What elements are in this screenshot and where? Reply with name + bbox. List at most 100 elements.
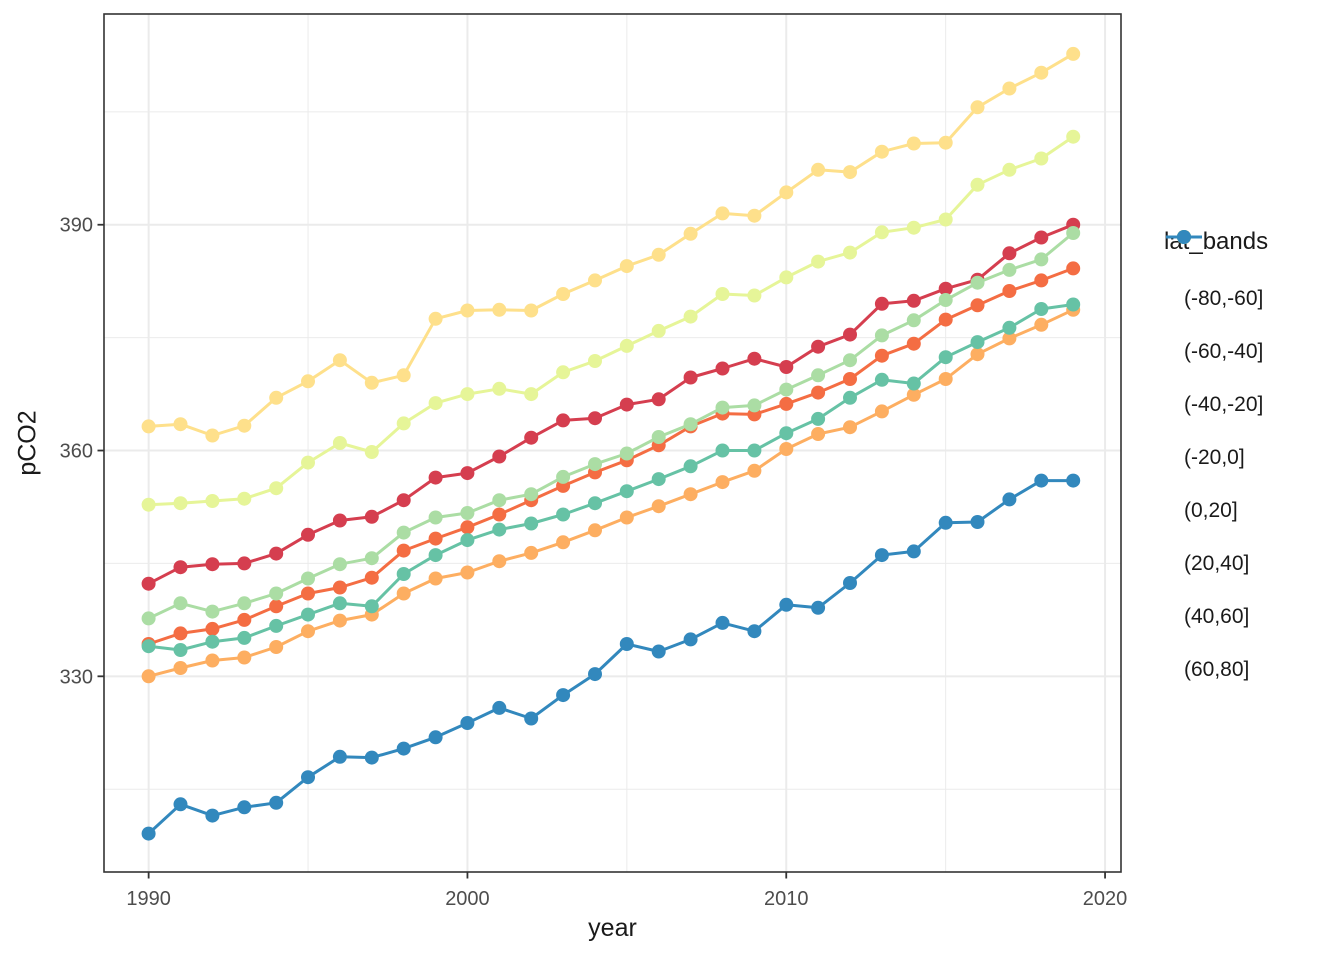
data-point <box>1002 284 1017 298</box>
data-point <box>651 247 666 262</box>
data-point <box>715 400 730 415</box>
data-point <box>524 545 539 560</box>
data-point <box>237 596 252 611</box>
data-point <box>970 515 985 529</box>
data-point <box>843 390 857 405</box>
data-point <box>396 567 411 581</box>
data-point <box>173 661 188 675</box>
data-point <box>1034 151 1049 166</box>
data-point <box>173 417 188 432</box>
data-point <box>1066 46 1081 61</box>
series-(-80,-60] <box>141 217 1081 591</box>
data-point <box>619 637 634 651</box>
data-point <box>269 546 284 561</box>
data-point <box>364 750 379 765</box>
legend-item-label: (20,40] <box>1184 551 1250 575</box>
data-point <box>332 436 347 450</box>
data-point <box>396 368 411 383</box>
data-point <box>779 597 794 612</box>
legend-item-label: (-60,-40] <box>1184 339 1264 363</box>
data-point <box>747 443 762 458</box>
data-point <box>811 368 826 383</box>
data-point <box>460 466 475 481</box>
data-point <box>492 700 507 715</box>
data-point <box>1002 81 1017 96</box>
data-point <box>683 417 698 432</box>
data-point <box>970 275 985 290</box>
data-point <box>906 136 921 151</box>
data-point <box>843 165 857 180</box>
data-point <box>651 430 666 444</box>
legend-key-icon <box>1166 230 1202 244</box>
data-point <box>715 206 730 221</box>
data-point <box>938 293 953 307</box>
data-point <box>492 507 507 522</box>
series-(-20,0] <box>141 46 1081 443</box>
series-(20,40] <box>141 226 1081 626</box>
data-point <box>651 644 666 659</box>
data-point <box>173 626 188 641</box>
data-point <box>556 287 571 301</box>
data-point <box>173 496 188 511</box>
data-point <box>938 281 953 296</box>
legend-item: (20,40] <box>1164 230 1268 590</box>
data-point <box>364 375 379 390</box>
data-point <box>906 336 921 351</box>
data-point <box>811 162 826 177</box>
data-point <box>460 303 475 318</box>
data-point <box>460 506 475 520</box>
data-point <box>205 494 220 508</box>
data-point <box>396 741 411 756</box>
data-point <box>556 535 571 550</box>
data-point <box>874 144 889 159</box>
data-point <box>811 254 826 269</box>
data-point <box>460 565 475 580</box>
data-point <box>460 716 475 730</box>
data-point <box>396 493 411 508</box>
data-point <box>141 639 156 654</box>
data-point <box>938 135 953 150</box>
data-point <box>524 430 539 445</box>
data-point <box>428 470 443 485</box>
legend-item-label: (40,60] <box>1184 604 1250 628</box>
data-point <box>811 411 826 426</box>
data-point <box>588 523 602 538</box>
data-point <box>874 348 889 363</box>
data-point <box>1002 331 1017 346</box>
data-point <box>588 273 602 288</box>
data-point <box>205 808 220 823</box>
data-point <box>1034 302 1049 316</box>
legend-item: (60,80] <box>1164 230 1268 696</box>
data-point <box>205 634 220 649</box>
data-point <box>428 571 443 586</box>
data-point <box>492 449 507 464</box>
data-point <box>811 600 826 615</box>
data-point <box>556 365 571 380</box>
data-point <box>301 586 315 601</box>
data-point <box>779 442 794 456</box>
data-point <box>747 288 762 303</box>
data-point <box>173 596 188 611</box>
series-(60,80] <box>141 473 1081 841</box>
data-point <box>747 208 762 223</box>
data-point <box>460 533 475 548</box>
data-point <box>683 309 698 324</box>
data-point <box>588 354 602 368</box>
data-point <box>619 397 634 412</box>
data-point <box>843 245 857 260</box>
data-point <box>556 507 571 522</box>
data-point <box>588 496 602 511</box>
data-point <box>428 510 443 525</box>
data-point <box>205 557 220 572</box>
minor-gridlines <box>104 14 1121 872</box>
major-gridlines <box>104 14 1121 872</box>
data-point <box>874 548 889 563</box>
data-point <box>428 396 443 411</box>
data-point <box>301 770 315 785</box>
data-point <box>874 328 889 343</box>
data-point <box>524 711 539 726</box>
panel-background <box>104 14 1121 872</box>
data-point <box>428 548 443 563</box>
data-point <box>141 669 156 684</box>
data-point <box>237 800 252 815</box>
